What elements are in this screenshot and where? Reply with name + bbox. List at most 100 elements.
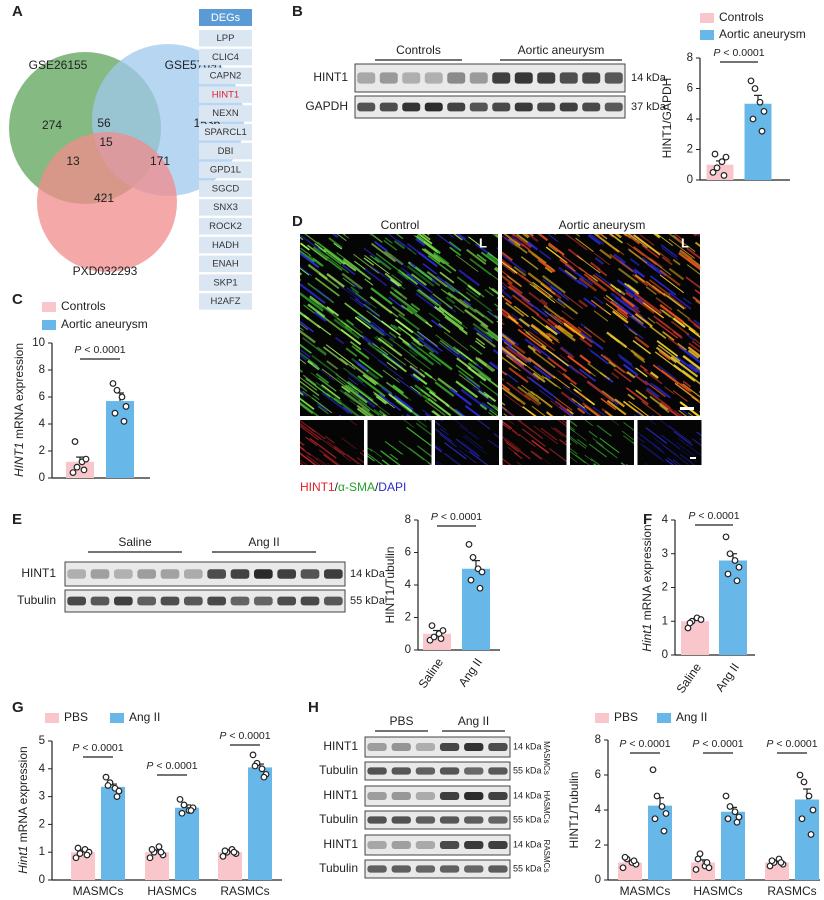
fiber [583,297,597,309]
fiber [668,234,685,246]
fiber [719,494,725,499]
data-point [809,806,817,814]
fiber [468,362,491,380]
fiber [679,453,696,465]
data-point [735,563,743,571]
panel-label: G [12,699,24,716]
fiber [336,234,347,242]
fiber [695,300,700,305]
fiber [273,414,298,433]
fiber [350,282,361,291]
blot-band [379,102,398,112]
fiber [581,402,602,416]
data-point [653,792,661,800]
fiber [578,484,598,499]
fiber [435,443,443,451]
bar [719,560,747,655]
fiber [277,290,284,295]
fiber [309,295,334,315]
fiber [320,218,340,233]
fiber [277,320,290,330]
blot-band [160,596,180,606]
fiber [493,268,498,273]
fiber [557,266,582,286]
fiber [625,291,634,299]
fiber [391,305,406,317]
fiber [663,292,685,310]
fiber [570,382,582,392]
fiber [516,272,531,284]
kda-label: 14 kDa [350,568,386,580]
fiber [340,328,362,346]
fiber [659,304,685,324]
fiber [649,395,669,411]
fiber [391,445,404,456]
fiber [492,349,498,355]
fiber [677,342,688,351]
fiber [596,484,614,498]
fiber [486,253,498,264]
fiber [415,237,426,247]
fiber [713,302,737,320]
fiber [571,398,586,409]
data-point [709,168,717,176]
fiber [714,415,741,435]
fiber [434,381,455,398]
fiber [652,384,671,398]
fiber [341,272,364,290]
fiber [416,445,432,458]
fiber [370,234,383,243]
fiber [540,298,549,305]
fiber [485,220,501,232]
blot-band [488,743,508,751]
fiber [674,382,699,402]
fiber [344,384,368,404]
fiber [280,425,300,440]
fiber [445,403,464,416]
legend-label: PBS [614,710,638,724]
stain-name: α-SMA [338,480,375,494]
fiber [698,390,700,393]
fiber [632,339,652,355]
venn-count: 15 [99,135,113,149]
blot-band [488,792,508,800]
fiber [502,254,527,274]
fiber [649,371,659,379]
blot-band [391,767,411,775]
fiber [590,458,601,465]
fiber [701,277,715,288]
fiber [700,420,702,423]
fiber [505,338,526,355]
fiber [315,217,334,232]
fiber [307,303,326,318]
fiber [725,490,739,500]
fiber [300,389,309,398]
fiber [418,486,443,505]
fiber [626,494,647,510]
fiber [406,306,427,323]
degs-row-box [199,86,252,103]
blot-band [415,743,436,751]
fiber [422,263,438,275]
fiber [347,384,360,394]
fiber [401,204,418,217]
fiber [686,468,697,476]
fiber [377,337,403,357]
fiber [508,468,522,479]
blot-strip [354,95,626,119]
fiber [647,219,665,232]
fiber [428,351,453,371]
kda-label: 14 kDa [631,72,667,84]
fiber [701,431,702,432]
fiber [517,479,535,492]
p-value: P < 0.0001 [688,510,739,522]
blot-band [379,72,398,84]
fiber [371,321,385,333]
fiber [627,234,637,241]
fiber [384,237,393,244]
fiber [273,241,296,258]
fiber [316,403,328,413]
fiber [670,356,699,378]
venn-count: 56 [97,116,111,130]
fiber [655,321,679,339]
